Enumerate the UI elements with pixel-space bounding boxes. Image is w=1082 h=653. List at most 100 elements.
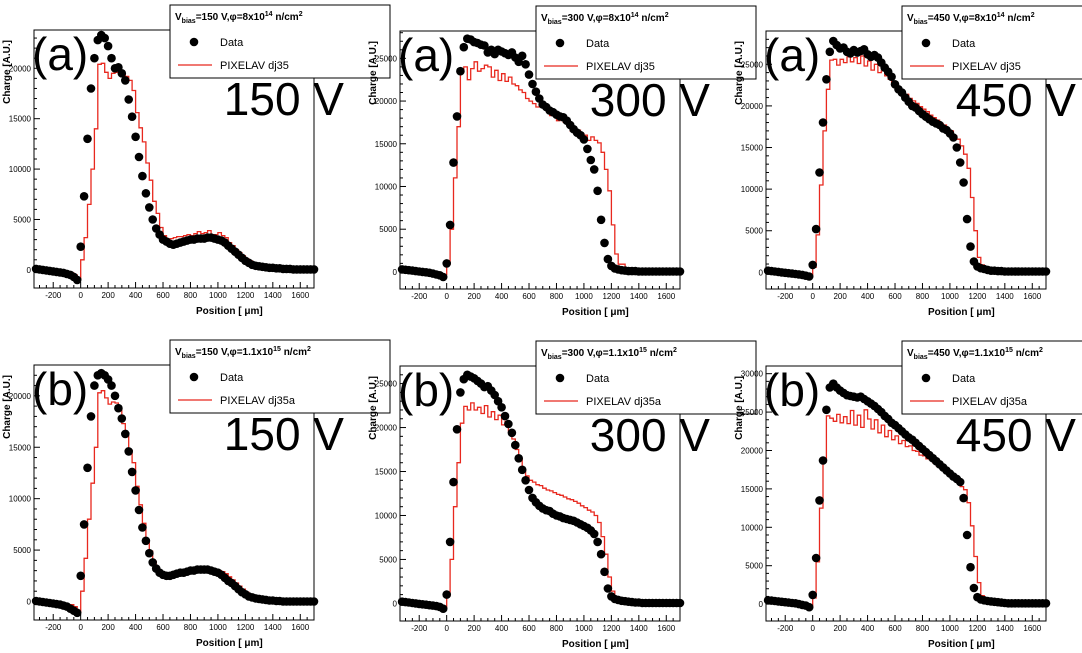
data-point xyxy=(456,388,465,397)
legend-label-data: Data xyxy=(586,373,610,385)
data-point xyxy=(603,584,613,593)
data-point xyxy=(589,165,599,174)
y-tick-label: 10000 xyxy=(375,182,398,191)
data-point xyxy=(521,60,530,69)
x-tick-label: 600 xyxy=(888,624,902,633)
data-point xyxy=(524,70,534,79)
panel-label: (a) xyxy=(764,29,820,81)
y-axis-title: Charge [A.U.] xyxy=(2,40,13,104)
y-tick-label: 20000 xyxy=(375,97,398,106)
data-point xyxy=(127,112,137,121)
y-tick-label: 15000 xyxy=(741,485,764,494)
data-point xyxy=(79,192,89,201)
legend-title-exp: 15 xyxy=(1005,347,1013,354)
data-point xyxy=(145,203,154,212)
legend-title-sub: bias xyxy=(914,19,928,26)
x-tick-label: 800 xyxy=(184,623,198,632)
data-point xyxy=(517,51,527,61)
legend-box xyxy=(901,5,1082,80)
legend: Vbias=300 V,φ=8x1014 n/cm2 Data PIXELAV dj… xyxy=(535,5,757,80)
voltage-label: 300 V xyxy=(590,409,711,461)
data-point xyxy=(83,463,92,473)
data-point xyxy=(675,598,685,608)
y-tick-label: 0 xyxy=(27,597,32,606)
legend-title-mid: =150 V, xyxy=(196,12,230,23)
data-point xyxy=(955,477,965,487)
y-tick-label: 5000 xyxy=(379,555,397,564)
data-point xyxy=(138,171,147,181)
voltage-label: 300 V xyxy=(590,74,711,126)
y-tick-label: 20000 xyxy=(9,64,32,73)
data-point xyxy=(517,465,527,475)
data-point xyxy=(804,272,814,281)
legend: Vbias=450 V,φ=8x1014 n/cm2 Data PIXELAV dj… xyxy=(901,5,1082,80)
data-point xyxy=(586,155,596,165)
legend-title-exp: 14 xyxy=(997,12,1005,19)
legend-title-post: =8x10 xyxy=(603,13,632,24)
y-tick-label: 0 xyxy=(27,266,32,275)
data-point xyxy=(145,548,154,558)
legend-box xyxy=(169,339,391,414)
data-point xyxy=(445,537,455,547)
x-tick-label: 200 xyxy=(101,623,115,632)
y-tick-label: 25000 xyxy=(375,54,398,63)
data-point xyxy=(1041,267,1051,276)
legend: Vbias=150 V,φ=1.1x1015 n/cm2 Data PIXELAV … xyxy=(169,339,391,414)
legend-title: Vbias=300 V,φ=1.1x1015 n/cm2 xyxy=(541,347,677,361)
data-point xyxy=(127,467,137,477)
panel-a-300v: -200 0 200 400 600 800 1000 1200 1400 1600 0 5000 10… xyxy=(368,5,757,318)
legend: Vbias=450 V,φ=1.1x1015 n/cm2 Data PIXELAV … xyxy=(901,340,1082,415)
legend-title-sub: bias xyxy=(548,354,562,361)
data-point xyxy=(675,267,685,276)
data-point xyxy=(121,76,130,85)
x-axis-title: Position [ μm] xyxy=(562,307,629,318)
x-tick-label: 1000 xyxy=(941,292,959,301)
x-tick-label: 0 xyxy=(444,624,449,633)
y-tick-label: 20000 xyxy=(9,392,32,401)
legend-label-data: Data xyxy=(220,372,244,384)
x-tick-label: 1600 xyxy=(1023,292,1041,301)
y-tick-label: 20000 xyxy=(741,446,764,455)
legend-title-unit: n/cm xyxy=(1013,348,1039,359)
data-point xyxy=(589,529,599,539)
series-simulation-line xyxy=(400,61,680,276)
y-tick-label: 30000 xyxy=(741,370,764,379)
data-point xyxy=(438,604,448,613)
legend-title-exp: 15 xyxy=(639,347,647,354)
legend-label-simulation: PIXELAV dj35a xyxy=(220,395,296,407)
x-tick-label: 200 xyxy=(467,624,481,633)
x-tick-label: 1000 xyxy=(575,624,593,633)
x-tick-label: 1000 xyxy=(575,292,593,301)
y-tick-label: 20000 xyxy=(375,424,398,433)
x-tick-label: 1200 xyxy=(602,624,620,633)
data-point xyxy=(72,608,82,618)
legend-title-phi: φ xyxy=(596,13,603,24)
data-point xyxy=(959,493,968,503)
y-tick-label: 5000 xyxy=(13,215,31,224)
legend-title-unit-exp: 2 xyxy=(1031,12,1035,19)
data-point xyxy=(141,189,151,198)
y-tick-label: 10000 xyxy=(741,523,764,532)
legend-title: Vbias=450 V,φ=8x1014 n/cm2 xyxy=(907,12,1035,26)
x-tick-label: 400 xyxy=(129,291,143,300)
data-point xyxy=(969,583,979,593)
legend-title-post: =1.1x10 xyxy=(237,347,274,358)
x-axis-title: Position [ μm] xyxy=(196,638,263,649)
legend-title-unit: n/cm xyxy=(273,12,299,23)
legend-title-mid: =450 V, xyxy=(928,13,962,24)
data-point xyxy=(138,523,147,532)
data-point xyxy=(596,549,606,559)
data-point xyxy=(583,144,592,154)
data-point xyxy=(449,158,458,167)
data-point xyxy=(528,79,537,89)
legend-label-data: Data xyxy=(952,373,976,385)
x-tick-label: 0 xyxy=(78,623,83,632)
legend-title-unit: n/cm xyxy=(647,348,673,359)
data-point xyxy=(141,536,151,546)
legend-title-phi: φ xyxy=(230,12,237,23)
data-point xyxy=(808,590,817,600)
data-point xyxy=(952,143,962,152)
data-point xyxy=(131,486,140,495)
x-tick-label: 600 xyxy=(156,623,170,632)
